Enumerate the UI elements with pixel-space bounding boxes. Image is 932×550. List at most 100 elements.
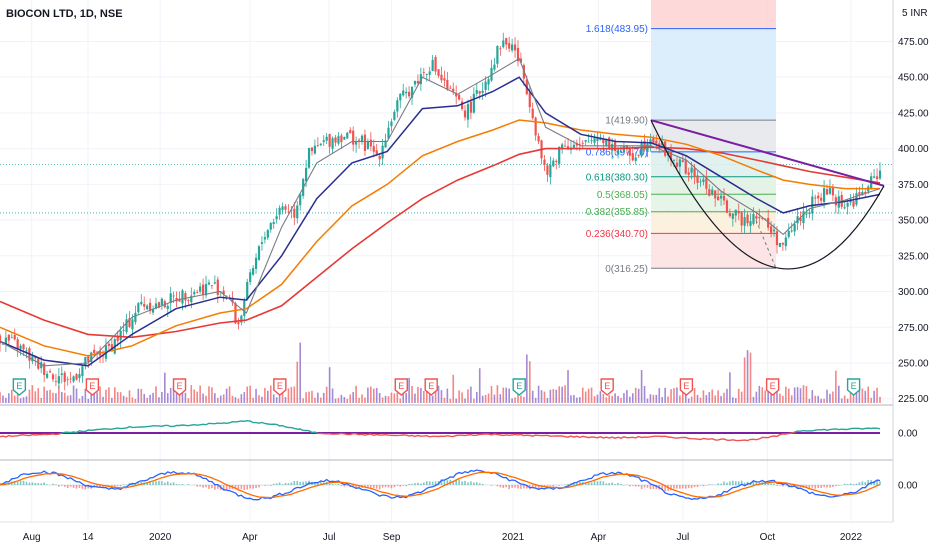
candle[interactable] (687, 167, 690, 182)
oscillator-line-positive[interactable] (794, 427, 881, 433)
dashed-projection-line[interactable] (755, 219, 777, 269)
candle[interactable] (51, 372, 55, 383)
candle[interactable] (472, 87, 475, 114)
earnings-marker[interactable]: E (512, 378, 526, 396)
candle[interactable] (878, 162, 882, 181)
candle[interactable] (390, 118, 393, 132)
fibonacci-retracement[interactable]: 0(316.25) 0.236(340.70) 0.382(355.85) 0.5(3… (586, 0, 776, 275)
earnings-marker[interactable]: E (172, 378, 187, 396)
candle[interactable] (481, 82, 484, 100)
candle[interactable] (260, 236, 264, 251)
time-axis[interactable]: Aug 14 2020 Apr Jul Sep 2021 Apr Jul Oct 2022 (23, 532, 863, 543)
candle[interactable] (590, 133, 593, 145)
candle[interactable] (749, 213, 752, 234)
earnings-marker[interactable]: E (600, 378, 614, 396)
candle[interactable] (4, 330, 7, 352)
sma-fast-line[interactable] (0, 57, 881, 367)
earnings-marker[interactable]: E (12, 378, 27, 396)
candle[interactable] (384, 133, 387, 148)
candle[interactable] (746, 211, 749, 227)
candle[interactable] (352, 126, 355, 152)
candle[interactable] (10, 333, 13, 339)
candle[interactable] (7, 334, 10, 345)
candle[interactable] (684, 155, 687, 175)
candle[interactable] (54, 373, 58, 387)
candle[interactable] (787, 223, 790, 239)
candle[interactable] (443, 70, 446, 87)
candle[interactable] (134, 305, 137, 325)
candle[interactable] (249, 268, 252, 286)
candle[interactable] (266, 229, 269, 241)
candle[interactable] (734, 209, 737, 223)
candle[interactable] (66, 376, 69, 386)
candle[interactable] (81, 364, 84, 383)
candle[interactable] (272, 218, 275, 229)
candle[interactable] (446, 71, 449, 91)
candle[interactable] (846, 199, 849, 215)
candle[interactable] (628, 146, 631, 165)
candle[interactable] (193, 289, 196, 298)
candle[interactable] (178, 291, 181, 302)
candle[interactable] (511, 38, 514, 53)
candle[interactable] (493, 57, 496, 72)
candle[interactable] (843, 202, 846, 210)
candle[interactable] (366, 138, 369, 150)
candle[interactable] (137, 302, 140, 315)
candle[interactable] (478, 90, 481, 100)
candle[interactable] (372, 139, 375, 158)
candle[interactable] (387, 120, 390, 139)
candle[interactable] (699, 178, 702, 187)
candle[interactable] (393, 109, 396, 121)
candle[interactable] (313, 139, 317, 155)
price-axis[interactable]: 225.00 250.00 275.00 300.00 325.00 350.00 375.… (898, 37, 929, 492)
candle[interactable] (216, 276, 219, 303)
candle[interactable] (584, 139, 587, 146)
candle[interactable] (820, 192, 823, 205)
candle[interactable] (310, 147, 314, 156)
candle[interactable] (808, 209, 811, 219)
candle[interactable] (778, 242, 782, 248)
candle[interactable] (334, 135, 337, 147)
candle[interactable] (146, 303, 149, 310)
candle[interactable] (440, 66, 443, 83)
candle[interactable] (799, 211, 802, 226)
resistance-trendline[interactable] (650, 119, 885, 187)
ema-slow-line[interactable] (0, 119, 880, 357)
candle[interactable] (534, 116, 537, 141)
candle[interactable] (316, 137, 319, 148)
candle[interactable] (252, 265, 255, 277)
candle[interactable] (516, 40, 520, 67)
candle[interactable] (122, 322, 125, 337)
candle[interactable] (475, 83, 478, 97)
candle[interactable] (337, 132, 340, 146)
candle[interactable] (237, 317, 240, 330)
oscillator-line-negative[interactable] (317, 431, 795, 442)
candle[interactable] (0, 333, 2, 352)
candle[interactable] (634, 152, 637, 165)
candle[interactable] (487, 76, 490, 91)
earnings-marker[interactable]: E (273, 378, 287, 396)
earnings-marker[interactable]: E (394, 378, 408, 396)
candle[interactable] (737, 203, 740, 221)
candle[interactable] (675, 157, 679, 170)
candle[interactable] (210, 285, 214, 290)
candle[interactable] (143, 296, 146, 311)
candle[interactable] (449, 85, 452, 89)
candle[interactable] (543, 155, 546, 171)
earnings-marker[interactable]: E (85, 378, 100, 396)
candle[interactable] (201, 278, 205, 300)
candle[interactable] (499, 45, 502, 56)
candle[interactable] (784, 232, 787, 251)
oscillator-line-negative[interactable] (0, 432, 63, 438)
candle[interactable] (184, 291, 187, 309)
candle[interactable] (725, 198, 729, 214)
candle[interactable] (702, 177, 705, 186)
candle[interactable] (593, 133, 596, 146)
candle[interactable] (558, 146, 561, 168)
candle[interactable] (360, 134, 364, 145)
candle[interactable] (381, 138, 384, 166)
candle[interactable] (425, 73, 428, 82)
candle[interactable] (299, 193, 302, 211)
candle[interactable] (740, 210, 743, 233)
candle[interactable] (213, 275, 216, 285)
